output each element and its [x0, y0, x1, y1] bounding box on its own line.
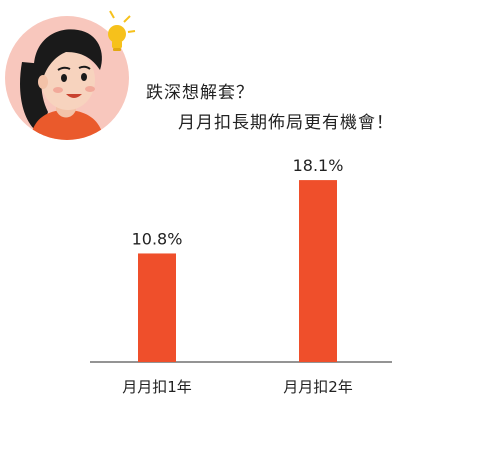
- headline-line-2: 月月扣長期佈局更有機會！: [178, 113, 394, 133]
- headline-line-1: 跌深想解套？: [146, 83, 254, 103]
- avatar: [5, 10, 136, 140]
- lightbulb-icon: [108, 10, 136, 51]
- category-label-1: 月月扣1年: [122, 378, 192, 396]
- category-label-2: 月月扣2年: [283, 378, 353, 396]
- bar-2: [299, 180, 337, 362]
- data-label-1: 10.8%: [132, 229, 183, 248]
- data-label-2: 18.1%: [293, 156, 344, 175]
- bar-1: [138, 253, 176, 362]
- woman-avatar: [20, 29, 104, 140]
